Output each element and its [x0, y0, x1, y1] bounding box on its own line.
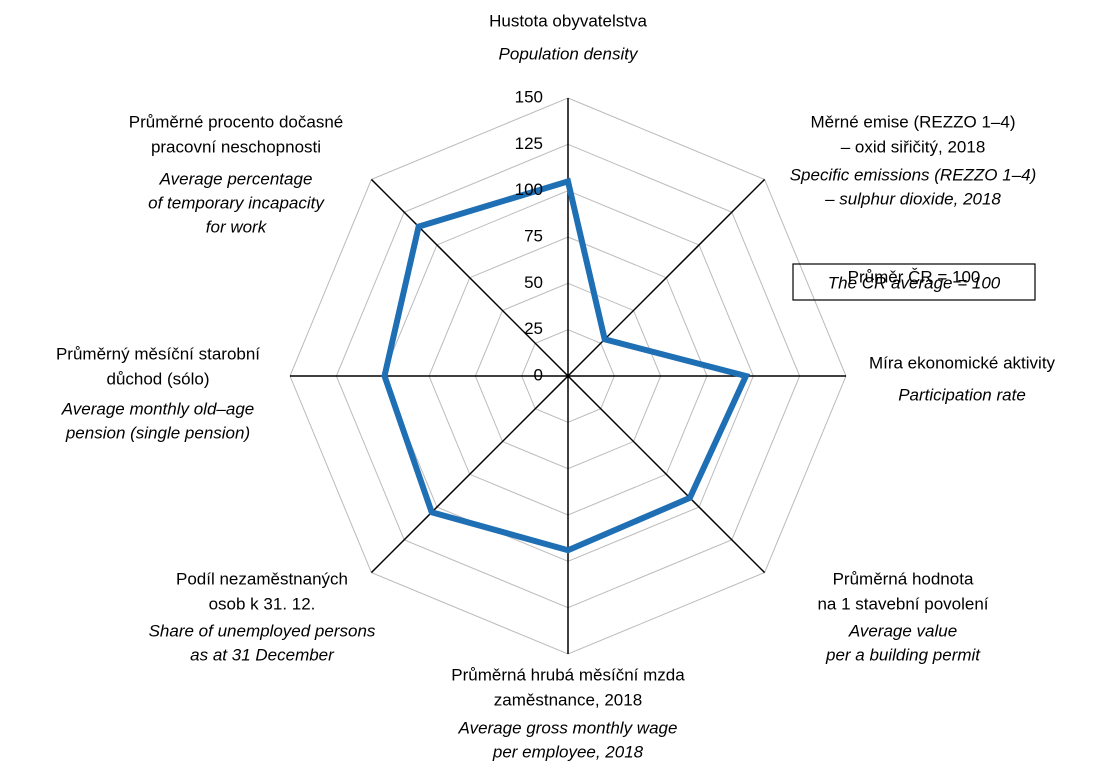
category-label: zaměstnance, 2018: [494, 690, 642, 709]
category-label-en: per a building permit: [825, 645, 981, 664]
category-label: Měrné emise (REZZO 1–4): [811, 112, 1016, 131]
category-label: pracovní neschopnosti: [151, 137, 321, 156]
category-label-en: for work: [206, 217, 268, 236]
category-label-en: Average monthly old–age: [61, 399, 255, 418]
annotation-en: The CR average = 100: [828, 273, 1001, 292]
category-label: Míra ekonomické aktivity: [869, 353, 1056, 372]
category-label: na 1 stavební povolení: [817, 594, 988, 613]
category-label-en: of temporary incapacity: [148, 193, 325, 212]
series-line: [381, 177, 751, 554]
category-label-en: Average percentage: [159, 169, 313, 188]
category-label-en: Share of unemployed persons: [149, 621, 376, 640]
category-label: osob k 31. 12.: [209, 594, 316, 613]
category-label: důchod (sólo): [106, 369, 209, 388]
category-label: Průměrné procento dočasné: [129, 112, 344, 131]
tick-label: 25: [524, 319, 543, 338]
category-label-en: per employee, 2018: [492, 742, 644, 761]
tick-label: 150: [515, 87, 543, 106]
category-label: Podíl nezaměstnaných: [176, 569, 348, 588]
tick-label: 75: [524, 226, 543, 245]
category-label-en: Specific emissions (REZZO 1–4): [790, 165, 1037, 184]
tick-label: 0: [534, 365, 543, 384]
category-label: Průměrná hodnota: [833, 569, 974, 588]
category-label: Hustota obyvatelstva: [489, 11, 647, 30]
category-label-en: Participation rate: [898, 385, 1026, 404]
axis-line: [567, 178, 766, 377]
category-label: Průměrný měsíční starobní: [56, 344, 260, 363]
category-label-en: pension (single pension): [65, 423, 250, 442]
category-label-en: Average gross monthly wage: [458, 718, 678, 737]
tick-label: 100: [515, 180, 543, 199]
axis-line: [567, 375, 766, 574]
category-label: – oxid siřičitý, 2018: [841, 137, 986, 156]
axis-line: [370, 375, 569, 574]
category-label-en: – sulphur dioxide, 2018: [824, 189, 1001, 208]
axis-line: [370, 178, 569, 377]
annotation-box: [792, 263, 1036, 301]
category-label-en: as at 31 December: [190, 645, 335, 664]
tick-label: 50: [524, 273, 543, 292]
category-label: Průměrná hrubá měsíční mzda: [451, 665, 685, 684]
category-label-en: Population density: [499, 44, 639, 63]
category-label-en: Average value: [848, 621, 957, 640]
tick-label: 125: [515, 134, 543, 153]
annotation: Průměr ČR = 100: [848, 267, 981, 286]
